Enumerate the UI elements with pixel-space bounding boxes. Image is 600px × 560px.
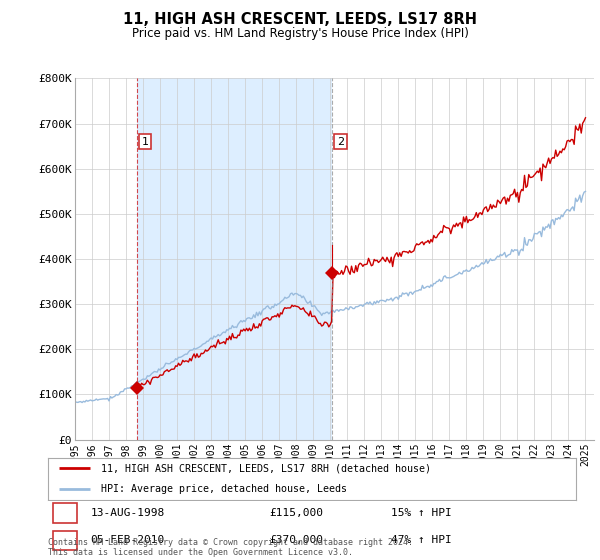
Text: 15% ↑ HPI: 15% ↑ HPI (391, 508, 452, 518)
FancyBboxPatch shape (53, 503, 77, 522)
Text: 11, HIGH ASH CRESCENT, LEEDS, LS17 8RH: 11, HIGH ASH CRESCENT, LEEDS, LS17 8RH (123, 12, 477, 27)
FancyBboxPatch shape (53, 531, 77, 550)
Text: Price paid vs. HM Land Registry's House Price Index (HPI): Price paid vs. HM Land Registry's House … (131, 27, 469, 40)
Text: Contains HM Land Registry data © Crown copyright and database right 2024.
This d: Contains HM Land Registry data © Crown c… (48, 538, 413, 557)
Text: 1: 1 (61, 506, 68, 520)
Text: 2: 2 (337, 137, 344, 147)
Text: 47% ↑ HPI: 47% ↑ HPI (391, 535, 452, 545)
Text: £370,000: £370,000 (270, 535, 324, 545)
Text: 05-FEB-2010: 05-FEB-2010 (90, 535, 164, 545)
Text: HPI: Average price, detached house, Leeds: HPI: Average price, detached house, Leed… (101, 484, 347, 494)
Bar (137, 78, 332, 440)
Text: £115,000: £115,000 (270, 508, 324, 518)
Text: 13-AUG-1998: 13-AUG-1998 (90, 508, 164, 518)
Text: 2: 2 (61, 534, 68, 547)
Text: 1: 1 (142, 137, 149, 147)
Text: 11, HIGH ASH CRESCENT, LEEDS, LS17 8RH (detached house): 11, HIGH ASH CRESCENT, LEEDS, LS17 8RH (… (101, 463, 431, 473)
